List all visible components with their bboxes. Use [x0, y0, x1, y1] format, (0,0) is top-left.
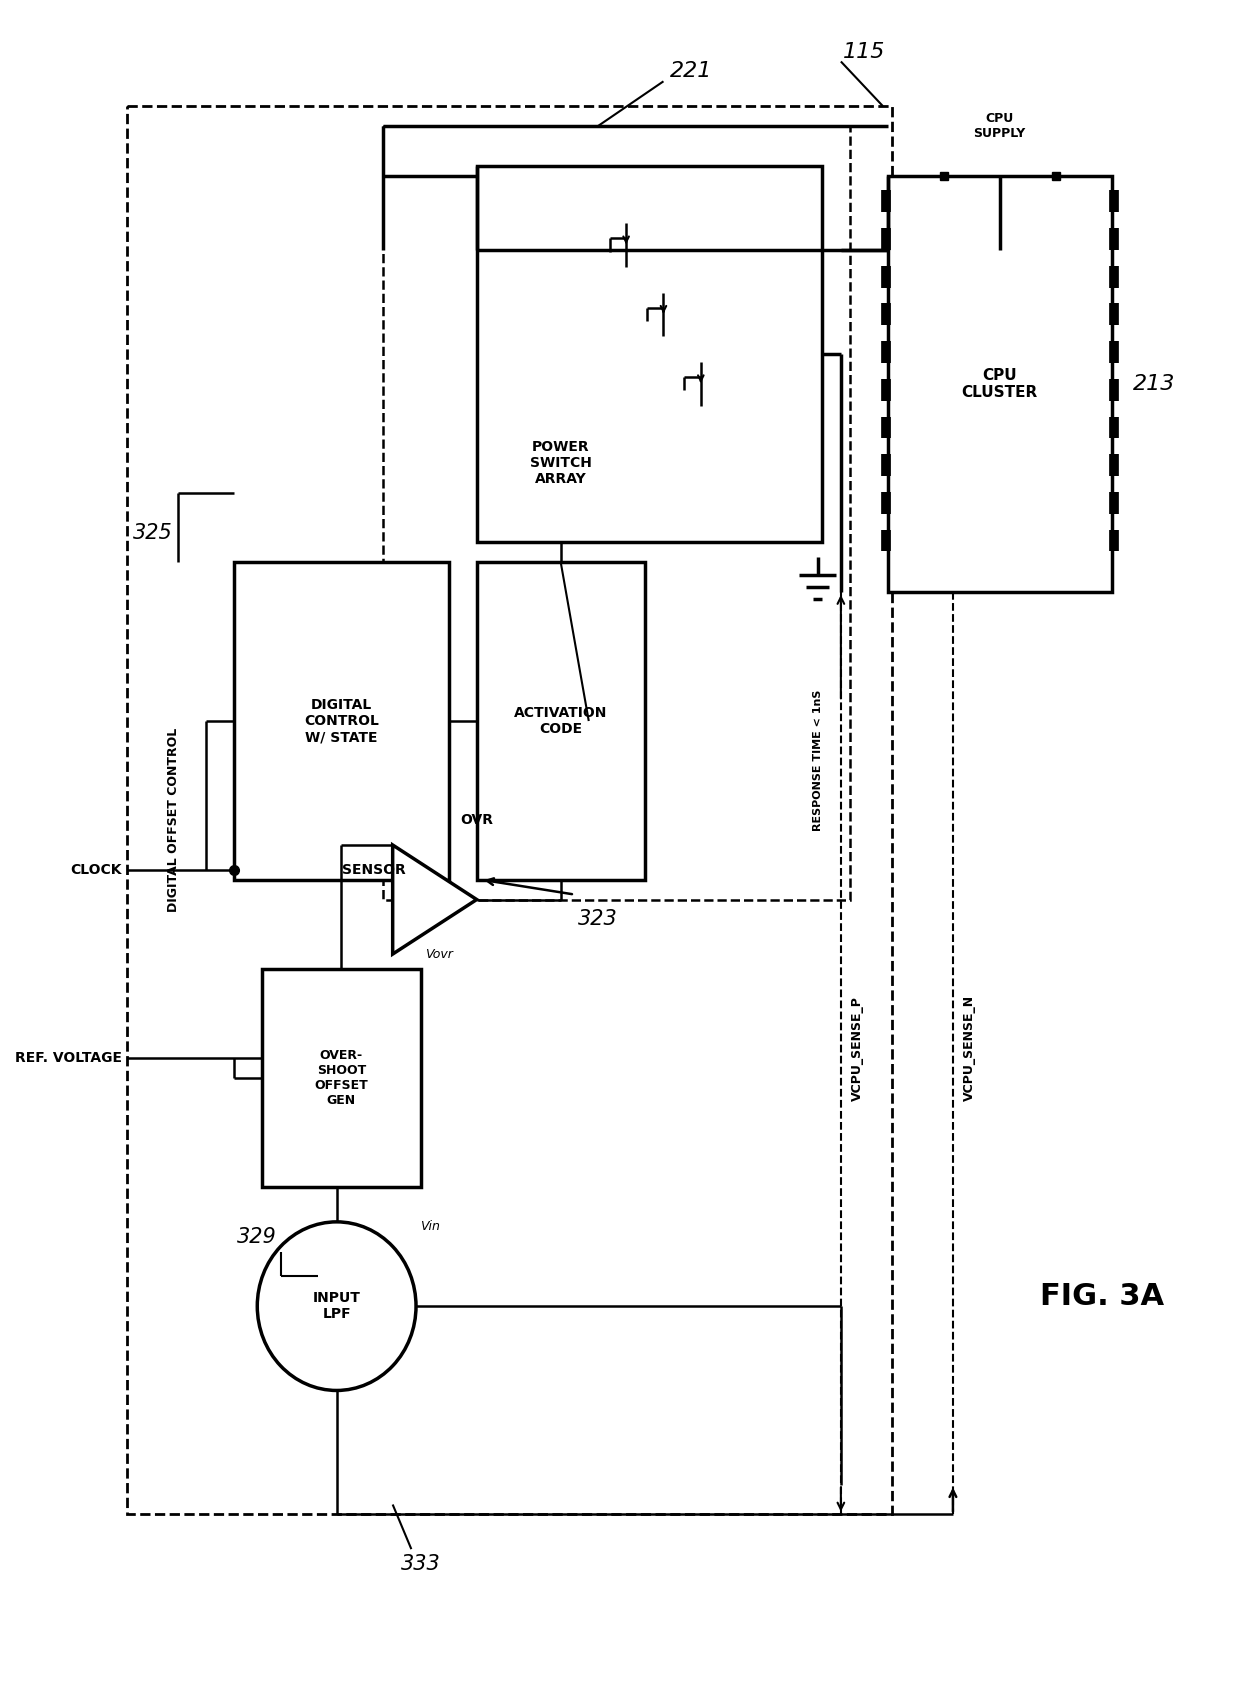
- Text: RESPONSE TIME < 1nS: RESPONSE TIME < 1nS: [812, 690, 822, 832]
- Text: 221: 221: [671, 61, 713, 81]
- Bar: [888, 175, 1112, 592]
- Text: CLOCK: CLOCK: [71, 862, 122, 877]
- Text: FIG. 3A: FIG. 3A: [1040, 1282, 1164, 1311]
- Text: CPU
CLUSTER: CPU CLUSTER: [961, 368, 1038, 400]
- Text: Vin: Vin: [420, 1220, 440, 1233]
- Text: ACTIVATION
CODE: ACTIVATION CODE: [515, 705, 608, 736]
- Bar: [476, 562, 645, 879]
- Text: SENSOR: SENSOR: [342, 862, 405, 877]
- Polygon shape: [393, 845, 476, 955]
- Text: 115: 115: [843, 42, 885, 61]
- Text: INPUT
LPF: INPUT LPF: [312, 1291, 361, 1321]
- Bar: [262, 968, 420, 1188]
- Text: DIGITAL
CONTROL
W/ STATE: DIGITAL CONTROL W/ STATE: [304, 698, 378, 744]
- Text: Vovr: Vovr: [425, 948, 454, 960]
- Text: 213: 213: [1132, 375, 1174, 393]
- Bar: [126, 106, 893, 1515]
- Text: DIGITAL OFFSET CONTROL: DIGITAL OFFSET CONTROL: [166, 729, 180, 913]
- Text: CPU
SUPPLY: CPU SUPPLY: [973, 111, 1025, 140]
- Text: VCPU_SENSE_N: VCPU_SENSE_N: [963, 995, 976, 1102]
- Text: POWER
SWITCH
ARRAY: POWER SWITCH ARRAY: [529, 440, 591, 486]
- Bar: [383, 127, 851, 899]
- Text: OVER-
SHOOT
OFFSET
GEN: OVER- SHOOT OFFSET GEN: [315, 1049, 368, 1107]
- Text: 329: 329: [237, 1226, 278, 1247]
- Text: VCPU_SENSE_P: VCPU_SENSE_P: [851, 995, 864, 1100]
- Text: 325: 325: [133, 523, 172, 543]
- Circle shape: [257, 1221, 415, 1390]
- Text: REF. VOLTAGE: REF. VOLTAGE: [15, 1051, 122, 1064]
- Bar: [234, 562, 449, 879]
- Text: OVR: OVR: [460, 813, 494, 827]
- Text: 323: 323: [578, 909, 618, 930]
- Text: 333: 333: [401, 1554, 440, 1574]
- Bar: [476, 165, 822, 543]
